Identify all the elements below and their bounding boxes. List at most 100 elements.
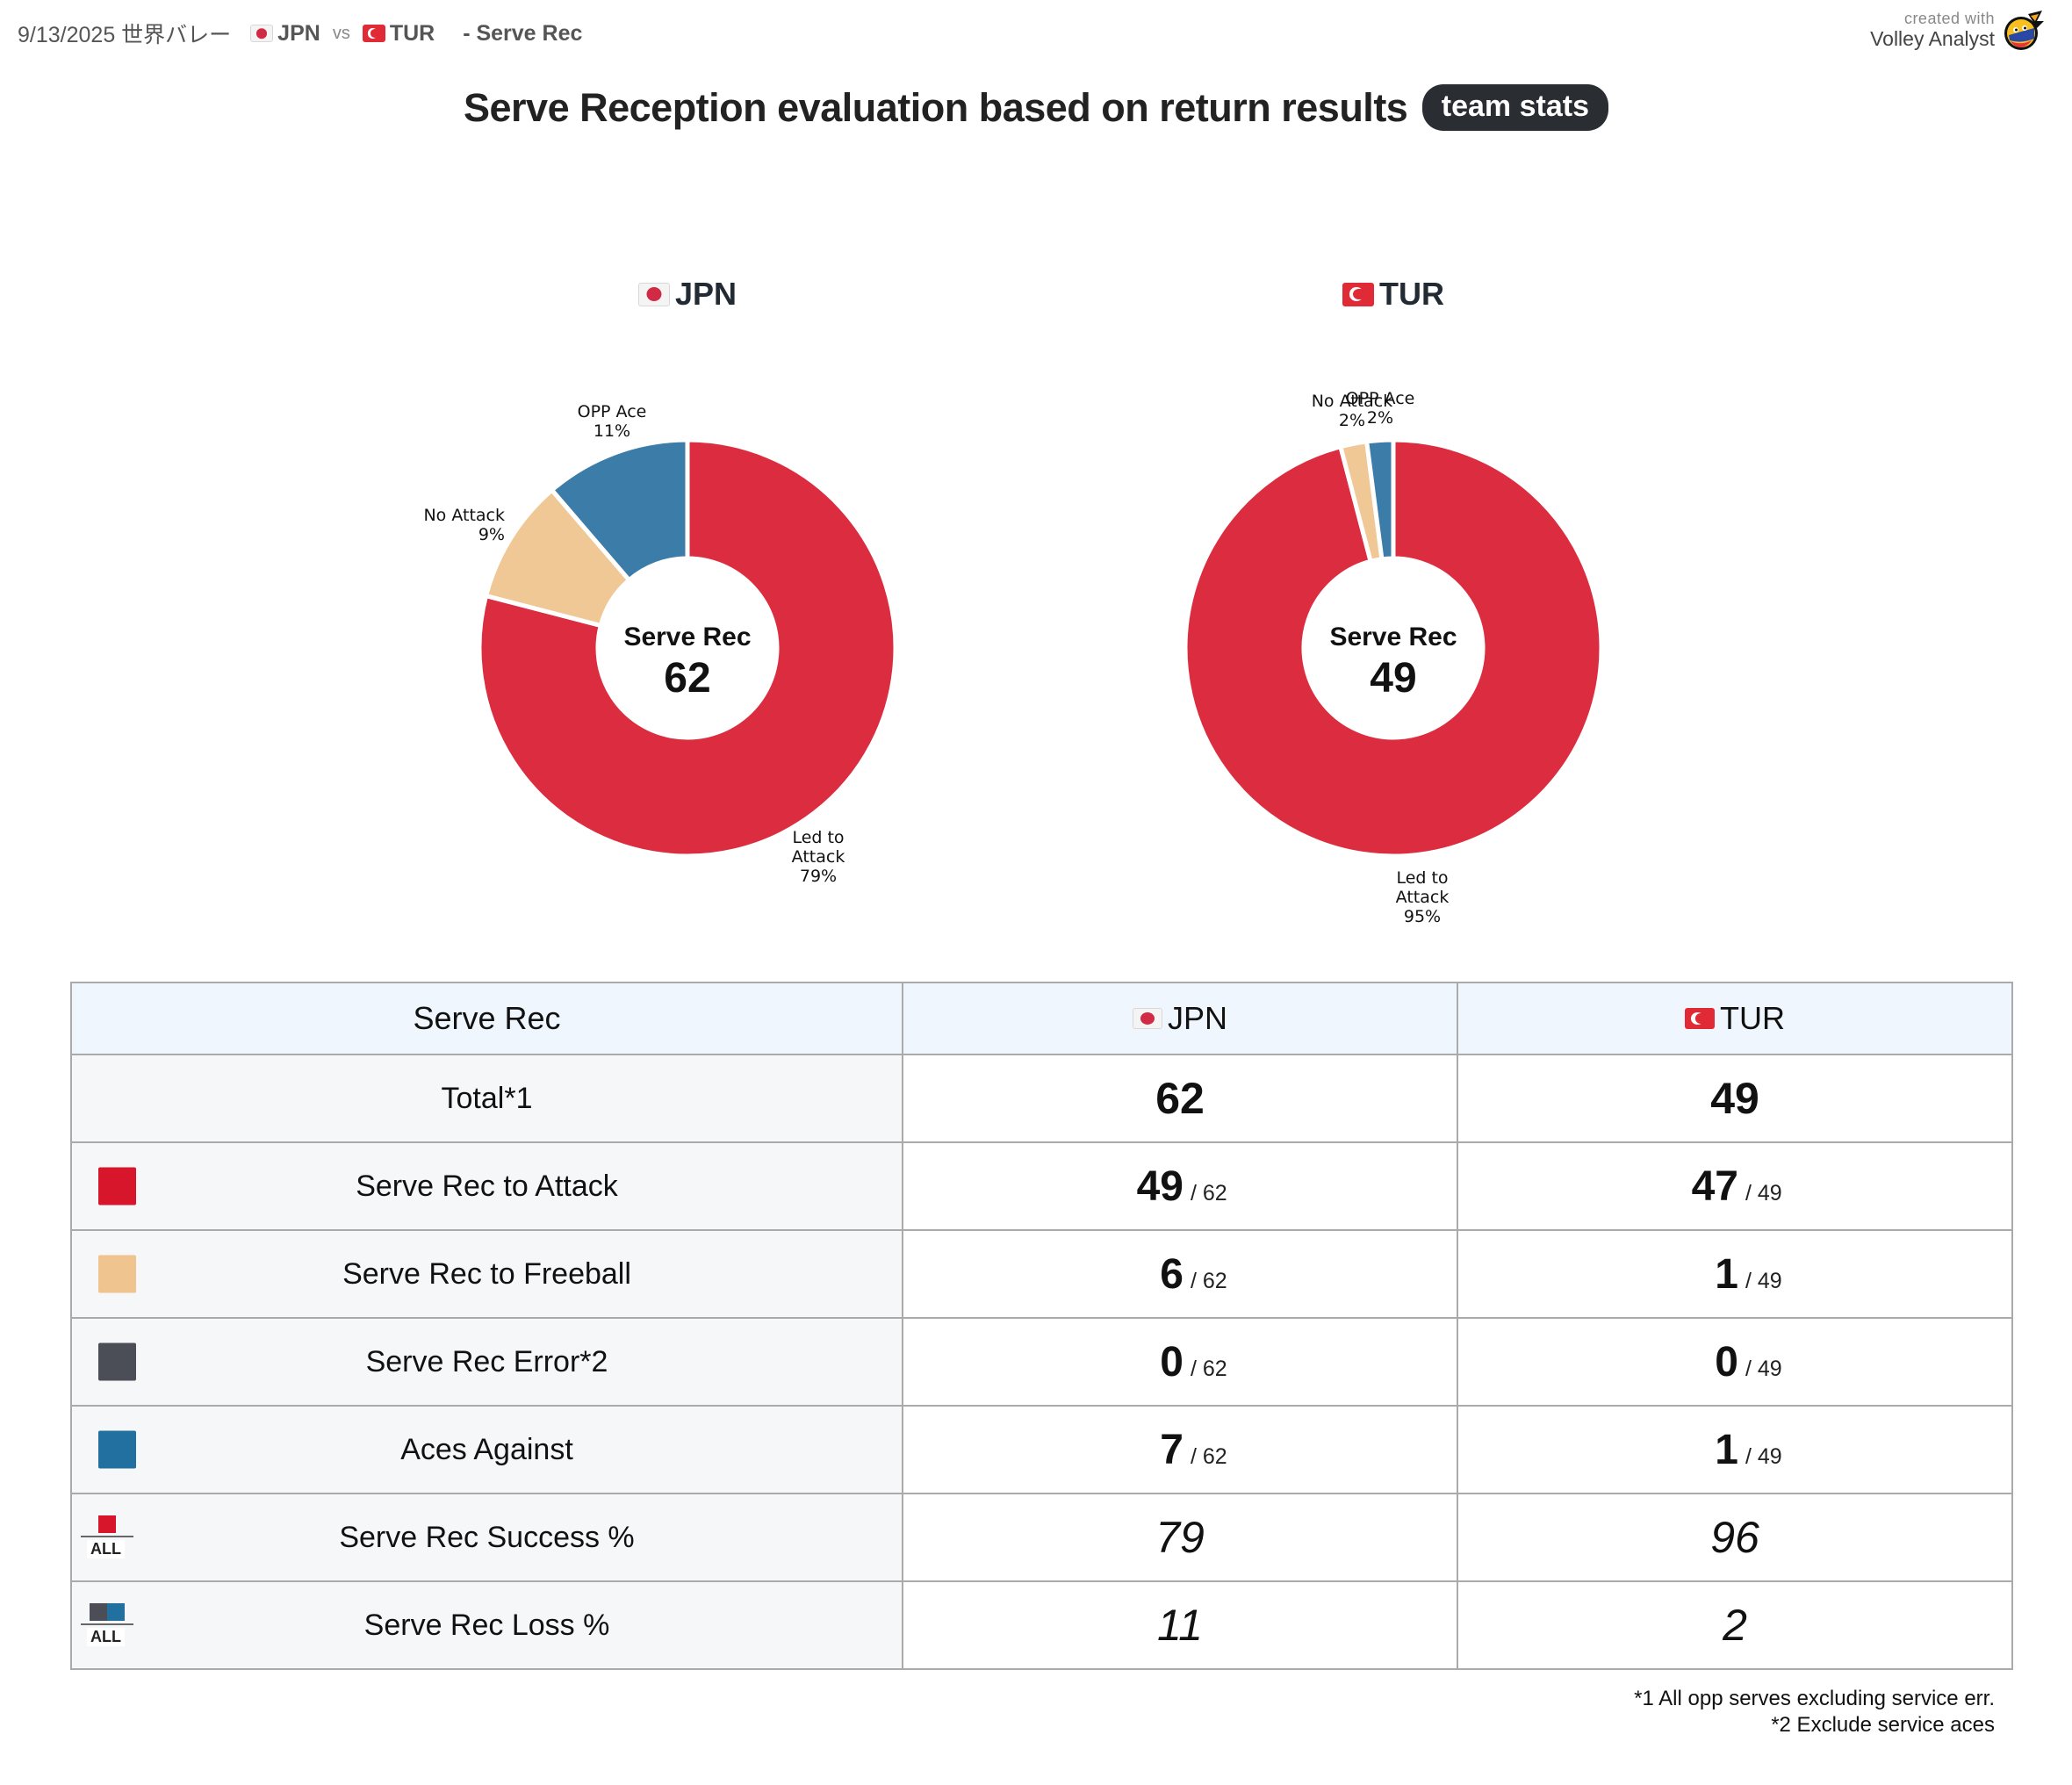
tur-value-cell: 0 / 49 xyxy=(1457,1317,2013,1407)
turkey-flag-icon xyxy=(1342,282,1374,306)
japan-flag-icon xyxy=(1132,1008,1162,1029)
row-label: Serve Rec Loss % xyxy=(363,1608,610,1642)
footnotes: *1 All opp serves excluding service err.… xyxy=(1634,1686,1995,1738)
tur-denominator: / 49 xyxy=(1745,1356,1782,1381)
jpn-value-cell: 62 xyxy=(902,1054,1458,1143)
row-label-cell: Total*1 xyxy=(70,1054,903,1143)
brand: created with Volley Analyst xyxy=(1870,9,2046,53)
row-label: Total*1 xyxy=(441,1081,533,1115)
donut-center-title: Serve Rec xyxy=(623,623,751,651)
vs-label: vs xyxy=(332,23,350,43)
tur-percent: 2 xyxy=(1723,1601,1747,1650)
header-serve-rec: Serve Rec xyxy=(70,982,903,1055)
slice-led-to-attack xyxy=(477,437,898,859)
row-label: Serve Rec to Attack xyxy=(356,1169,618,1203)
tur-value-cell: 96 xyxy=(1457,1493,2013,1582)
jpn-chart-title: JPN xyxy=(637,276,737,313)
row-label-cell: ALL Serve Rec Success % xyxy=(70,1493,903,1582)
serve-rec-table: Serve Rec JPN TUR Total*1 62 49 Serve Re… xyxy=(70,982,2013,1670)
footnote-1: *1 All opp serves excluding service err. xyxy=(1634,1687,1995,1710)
tur-percent: 96 xyxy=(1710,1513,1759,1562)
jpn-value-cell: 6 / 62 xyxy=(902,1229,1458,1319)
jpn-percent: 11 xyxy=(1157,1601,1203,1650)
error-box-icon xyxy=(90,1603,107,1621)
jpn-value-cell: 7 / 62 xyxy=(902,1405,1458,1494)
ace-box-icon xyxy=(107,1603,125,1621)
table-row-success-pct: ALL Serve Rec Success % 79 96 xyxy=(70,1493,2013,1582)
jpn-value-cell: 49 / 62 xyxy=(902,1141,1458,1231)
slice-opp-ace xyxy=(1363,437,1396,562)
all-label: ALL xyxy=(87,1540,125,1558)
header-tur-label: TUR xyxy=(1720,1000,1785,1036)
tur-value-cell: 1 / 49 xyxy=(1457,1229,2013,1319)
jpn-denominator: / 62 xyxy=(1191,1180,1227,1206)
donut-center-value: 62 xyxy=(664,655,710,702)
slice-label-led-to-attack: Led to Attack 95% xyxy=(1396,868,1450,926)
table-header-row: Serve Rec JPN TUR xyxy=(70,982,2013,1055)
slice-label-led-to-attack: Led to Attack 79% xyxy=(792,828,845,886)
donut-center-value: 49 xyxy=(1370,655,1416,702)
turkey-flag-icon xyxy=(362,25,385,42)
jpn-value-cell: 0 / 62 xyxy=(902,1317,1458,1407)
match-header: 9/13/2025 世界バレー JPN vs TUR - Serve Rec xyxy=(18,16,582,51)
table-row-total: Total*1 62 49 xyxy=(70,1054,2013,1143)
page-title: Serve Reception evaluation based on retu… xyxy=(464,84,1408,130)
header-jpn-label: JPN xyxy=(1167,1000,1227,1036)
error-color-swatch-icon xyxy=(98,1342,136,1381)
row-label: Serve Rec Success % xyxy=(339,1520,635,1554)
tur-value-cell: 49 xyxy=(1457,1054,2013,1143)
jpn-count: 6 xyxy=(1160,1250,1183,1298)
turkey-flag-icon xyxy=(1685,1008,1715,1029)
brand-name: Volley Analyst xyxy=(1870,27,1995,51)
row-label: Serve Rec Error*2 xyxy=(365,1344,608,1378)
slice-led-to-attack xyxy=(1183,437,1604,859)
jpn-chart-title-text: JPN xyxy=(674,276,737,312)
table-row-loss-pct: ALL Serve Rec Loss % 11 2 xyxy=(70,1580,2013,1670)
tur-count: 1 xyxy=(1715,1250,1738,1298)
tur-total-value: 49 xyxy=(1710,1074,1759,1123)
freeball-color-swatch-icon xyxy=(98,1255,136,1293)
attack-box-icon xyxy=(98,1515,116,1533)
jpn-count: 7 xyxy=(1160,1426,1183,1473)
tur-value-cell: 2 xyxy=(1457,1580,2013,1670)
loss-ratio-icon: ALL xyxy=(81,1603,133,1649)
away-team: TUR xyxy=(362,20,435,47)
donut-center-title: Serve Rec xyxy=(1329,623,1457,651)
created-with-label: created with xyxy=(1903,10,1995,28)
japan-flag-icon xyxy=(637,282,670,306)
match-date: 9/13/2025 世界バレー xyxy=(18,23,232,47)
tur-denominator: / 49 xyxy=(1745,1443,1782,1469)
jpn-denominator: / 62 xyxy=(1191,1356,1227,1381)
success-ratio-icon: ALL xyxy=(81,1515,133,1561)
away-team-label: TUR xyxy=(389,20,435,46)
tur-chart-title-text: TUR xyxy=(1379,276,1444,312)
jpn-percent: 79 xyxy=(1155,1513,1205,1562)
team-stats-badge: team stats xyxy=(1421,84,1608,131)
volleyball-mascot-icon xyxy=(2004,11,2044,50)
tur-denominator: / 49 xyxy=(1745,1268,1782,1293)
jpn-denominator: / 62 xyxy=(1191,1268,1227,1293)
jpn-count: 0 xyxy=(1160,1338,1183,1386)
jpn-count: 49 xyxy=(1136,1162,1183,1210)
donut-charts: Led to Attack 79% No Attack 9% OPP Ace 11% Serv… xyxy=(423,389,1604,926)
table-row-attack: Serve Rec to Attack 49 / 62 47 / 49 xyxy=(70,1141,2013,1231)
tur-value-cell: 1 / 49 xyxy=(1457,1405,2013,1494)
jpn-value-cell: 11 xyxy=(902,1580,1458,1670)
row-label-cell: Serve Rec Error*2 xyxy=(70,1317,903,1407)
tur-count: 1 xyxy=(1715,1426,1738,1473)
slice-label-opp-ace: OPP Ace 2% xyxy=(1346,389,1415,428)
table-row-error: Serve Rec Error*2 0 / 62 0 / 49 xyxy=(70,1317,2013,1407)
header-tur: TUR xyxy=(1457,982,2013,1055)
tur-denominator: / 49 xyxy=(1745,1180,1782,1206)
home-team: JPN xyxy=(250,21,320,47)
slice-label-opp-ace: OPP Ace 11% xyxy=(578,402,647,441)
row-label: Aces Against xyxy=(400,1432,573,1466)
tur-count: 0 xyxy=(1715,1338,1738,1386)
attack-color-swatch-icon xyxy=(98,1167,136,1206)
slice-label-no-attack: No Attack 2% xyxy=(1312,392,1393,430)
footnote-2: *2 Exclude service aces xyxy=(1771,1713,1995,1737)
jpn-donut-chart: Led to Attack 79% No Attack 9% OPP Ace 11% Serv… xyxy=(423,402,898,886)
row-label-cell: Serve Rec to Freeball xyxy=(70,1229,903,1319)
ace-color-swatch-icon xyxy=(98,1430,136,1469)
slice-label-no-attack: No Attack 9% xyxy=(423,506,505,544)
